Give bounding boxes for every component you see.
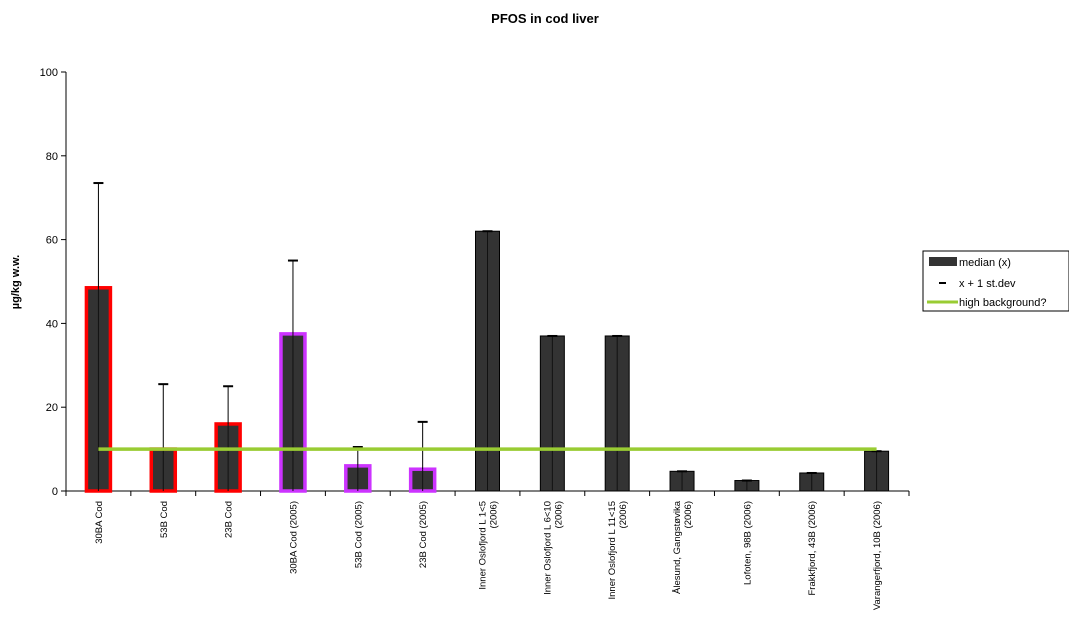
category-label-line: Varangerfjord, 10B (2006) (872, 501, 883, 610)
category-label: Inner Oslofjord L 1<5 (2006) (478, 501, 500, 590)
category-label-line: Frakkfjord, 43B (2006) (807, 501, 818, 596)
category-label: Frakkfjord, 43B (2006) (807, 501, 818, 596)
category-label-line: 30BA Cod (2005) (288, 501, 299, 574)
category-label-line: (2006) (489, 501, 500, 528)
y-tick-label: 20 (46, 402, 58, 414)
legend-swatch-median (929, 257, 957, 266)
chart-title: PFOS in cod liver (491, 11, 599, 26)
category-label-line: Ålesund, Gangstøvika (672, 500, 683, 594)
category-label-line: Inner Oslofjord L 6<10 (542, 501, 553, 595)
category-label-line: 30BA Cod (94, 501, 105, 544)
category-label: 30BA Cod (94, 501, 105, 544)
y-tick-label: 60 (46, 235, 58, 247)
category-label-line: 23B Cod (224, 501, 235, 538)
category-label: Inner Oslofjord L 6<10 (2006) (542, 501, 564, 595)
category-label-line: Inner Oslofjord L 1<5 (478, 501, 489, 590)
category-label: Inner Oslofjord L 11<15 (2006) (607, 501, 629, 600)
category-label-line: 53B Cod (159, 501, 170, 538)
category-label-line: (2006) (553, 501, 564, 528)
error-bars (93, 182, 882, 482)
category-label: Varangerfjord, 10B (2006) (872, 501, 883, 610)
legend-label-median: median (x) (959, 257, 1011, 269)
bars (84, 230, 890, 493)
category-label-line: 53B Cod (2005) (353, 501, 364, 568)
y-tick-label: 0 (52, 486, 58, 498)
category-label-line: (2006) (618, 501, 629, 528)
y-axis-label: µg/kg w.w. (10, 255, 22, 309)
category-labels: 30BA Cod 53B Cod 23B Cod 30BA Cod (2005) 53B… (94, 500, 883, 610)
category-label: 53B Cod (159, 501, 170, 538)
category-label: 30BA Cod (2005) (288, 501, 299, 574)
legend: median (x) x + 1 st.dev high background? (922, 250, 1069, 312)
y-tick-label: 100 (40, 67, 58, 79)
legend-label-stdev: x + 1 st.dev (959, 278, 1016, 290)
category-label-line: 23B Cod (2005) (418, 501, 429, 568)
category-label: Ålesund, Gangstøvika (2006) (672, 500, 694, 594)
category-label: Lofoten, 98B (2006) (742, 501, 753, 585)
x-axis (65, 490, 910, 496)
category-label-line: Inner Oslofjord L 11<15 (607, 501, 618, 600)
category-label-line: Lofoten, 98B (2006) (742, 501, 753, 585)
y-tick-label: 40 (46, 318, 58, 330)
category-label: 53B Cod (2005) (353, 501, 364, 568)
y-tick-label: 80 (46, 151, 58, 163)
y-axis: 0 20 40 60 80 100 (40, 67, 67, 498)
category-label-line: (2006) (683, 501, 694, 528)
category-label: 23B Cod (224, 501, 235, 538)
legend-label-background: high background? (959, 297, 1046, 309)
category-label: 23B Cod (2005) (418, 501, 429, 568)
